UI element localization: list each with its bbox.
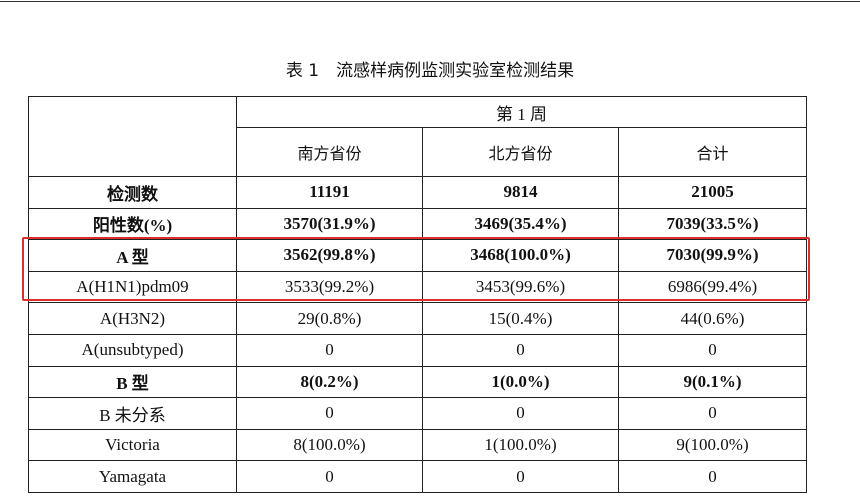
cell: 0 <box>422 460 619 493</box>
cell: 44(0.6%) <box>617 302 808 335</box>
cell: 0 <box>617 397 808 430</box>
cell: 0 <box>617 460 808 493</box>
column-header: 合计 <box>617 127 808 177</box>
cell: 7030(99.9%) <box>617 239 808 272</box>
cell: 3453(99.6%) <box>422 270 619 304</box>
row-label: Victoria <box>28 428 237 462</box>
cell: 9(100.0%) <box>617 428 808 462</box>
cell: 3469(35.4%) <box>422 207 619 241</box>
cell: 0 <box>617 333 808 367</box>
week-header: 第 1 周 <box>235 96 808 128</box>
row-label: A(H1N1)pdm09 <box>28 270 237 304</box>
cell: 3468(100.0%) <box>422 239 619 272</box>
column-header: 北方省份 <box>422 127 619 177</box>
cell: 0 <box>422 397 619 430</box>
highlight-box <box>22 237 810 301</box>
cell: 9814 <box>422 176 619 209</box>
cell: 3533(99.2%) <box>236 270 423 304</box>
cell: 21005 <box>617 176 808 209</box>
data-row: 检测数 11191 9814 21005 <box>28 176 808 209</box>
data-row: Yamagata 0 0 0 <box>28 460 808 493</box>
row-label: A(unsubtyped) <box>28 333 237 367</box>
data-row: A(unsubtyped) 0 0 0 <box>28 333 808 367</box>
row-label: A(H3N2) <box>28 302 237 335</box>
data-row: Victoria 8(100.0%) 1(100.0%) 9(100.0%) <box>28 428 808 462</box>
row-label: 阳性数(%) <box>28 207 237 241</box>
cell: 8(0.2%) <box>236 365 423 399</box>
corner-cell <box>28 96 237 177</box>
cell: 0 <box>236 333 423 367</box>
cell: 0 <box>236 460 423 493</box>
cell: 3570(31.9%) <box>236 207 423 241</box>
column-header: 南方省份 <box>236 127 423 177</box>
data-row: B 型 8(0.2%) 1(0.0%) 9(0.1%) <box>28 365 808 399</box>
cell: 29(0.8%) <box>236 302 423 335</box>
row-label: B 未分系 <box>28 397 237 430</box>
cell: 1(0.0%) <box>422 365 619 399</box>
data-row: B 未分系 0 0 0 <box>28 397 808 430</box>
row-label: 检测数 <box>28 176 237 209</box>
cell: 15(0.4%) <box>422 302 619 335</box>
cell: 1(100.0%) <box>422 428 619 462</box>
cell: 7039(33.5%) <box>617 207 808 241</box>
data-row: A 型 3562(99.8%) 3468(100.0%) 7030(99.9%) <box>28 239 808 272</box>
row-label: Yamagata <box>28 460 237 493</box>
data-row: A(H3N2) 29(0.8%) 15(0.4%) 44(0.6%) <box>28 302 808 335</box>
cell: 9(0.1%) <box>617 365 808 399</box>
results-table: 第 1 周 南方省份 北方省份 合计 检测数 11191 9814 21005 阳性数(%)… <box>28 96 808 493</box>
top-rule <box>0 1 860 2</box>
row-label: B 型 <box>28 365 237 399</box>
cell: 11191 <box>236 176 423 209</box>
table-title: 表 1 流感样病例监测实验室检测结果 <box>285 61 575 81</box>
cell: 0 <box>236 397 423 430</box>
cell: 0 <box>422 333 619 367</box>
cell: 8(100.0%) <box>236 428 423 462</box>
header-row: 第 1 周 <box>28 96 808 177</box>
column-header-row: 南方省份 北方省份 合计 <box>29 127 808 177</box>
data-row: 阳性数(%) 3570(31.9%) 3469(35.4%) 7039(33.5%) <box>28 207 808 241</box>
